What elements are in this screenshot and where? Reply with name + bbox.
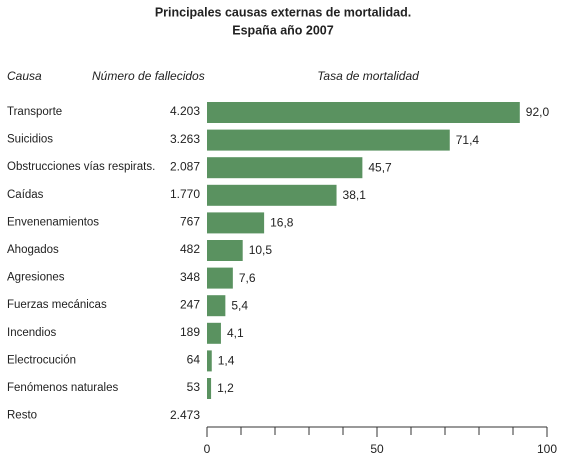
category-label: Agresiones [7, 272, 65, 284]
deaths-label: 4.203 [170, 104, 200, 118]
deaths-label: 247 [180, 297, 200, 311]
value-label: 10,5 [249, 243, 273, 257]
category-label: Obstrucciones vías respirats. [7, 161, 155, 173]
category-label: Resto [7, 410, 37, 422]
bar [207, 378, 212, 399]
value-label: 92,0 [526, 105, 550, 119]
value-label: 71,4 [456, 133, 480, 147]
deaths-label: 2.087 [170, 159, 200, 173]
bar [207, 295, 226, 317]
bar [207, 350, 212, 372]
deaths-label: 2.473 [170, 408, 200, 422]
chart-subtitle: España año 2007 [232, 23, 333, 37]
deaths-label: 189 [180, 325, 200, 339]
value-label: 38,1 [343, 188, 367, 202]
value-label: 4,1 [227, 326, 244, 340]
category-label: Envenenamientos [7, 216, 99, 228]
x-tick-label: 50 [370, 442, 384, 456]
category-label: Electrocución [7, 354, 76, 366]
value-label: 16,8 [270, 216, 294, 230]
x-tick-label: 0 [204, 442, 211, 456]
chart-title: Principales causas externas de mortalida… [155, 5, 411, 19]
value-label: 7,6 [239, 271, 256, 285]
bar [207, 129, 450, 151]
deaths-label: 3.263 [170, 132, 200, 146]
x-tick-label: 100 [537, 442, 557, 456]
deaths-label: 767 [180, 215, 200, 229]
deaths-header: Número de fallecidos [92, 69, 205, 83]
value-label: 1,4 [218, 354, 235, 368]
value-label: 5,4 [231, 298, 248, 312]
category-label: Transporte [7, 106, 62, 118]
deaths-label: 348 [180, 270, 200, 284]
value-header: Tasa de mortalidad [317, 69, 419, 83]
bar [207, 212, 265, 234]
deaths-label: 64 [187, 353, 201, 367]
category-header: Causa [7, 69, 42, 83]
deaths-label: 1.770 [170, 187, 200, 201]
bar [207, 267, 233, 289]
value-label: 1,2 [217, 381, 234, 395]
deaths-label: 53 [187, 380, 201, 394]
bar [207, 184, 337, 206]
deaths-label: 482 [180, 242, 200, 256]
bar [207, 240, 243, 261]
category-label: Fenómenos naturales [7, 382, 118, 394]
bar [207, 322, 221, 344]
category-label: Fuerzas mecánicas [7, 299, 107, 311]
category-label: Suicidios [7, 134, 53, 146]
category-label: Incendios [7, 327, 56, 339]
value-label: 45,7 [368, 160, 392, 174]
bar [207, 157, 363, 179]
bar [207, 102, 520, 123]
category-label: Ahogados [7, 244, 59, 256]
category-label: Caídas [7, 189, 44, 201]
